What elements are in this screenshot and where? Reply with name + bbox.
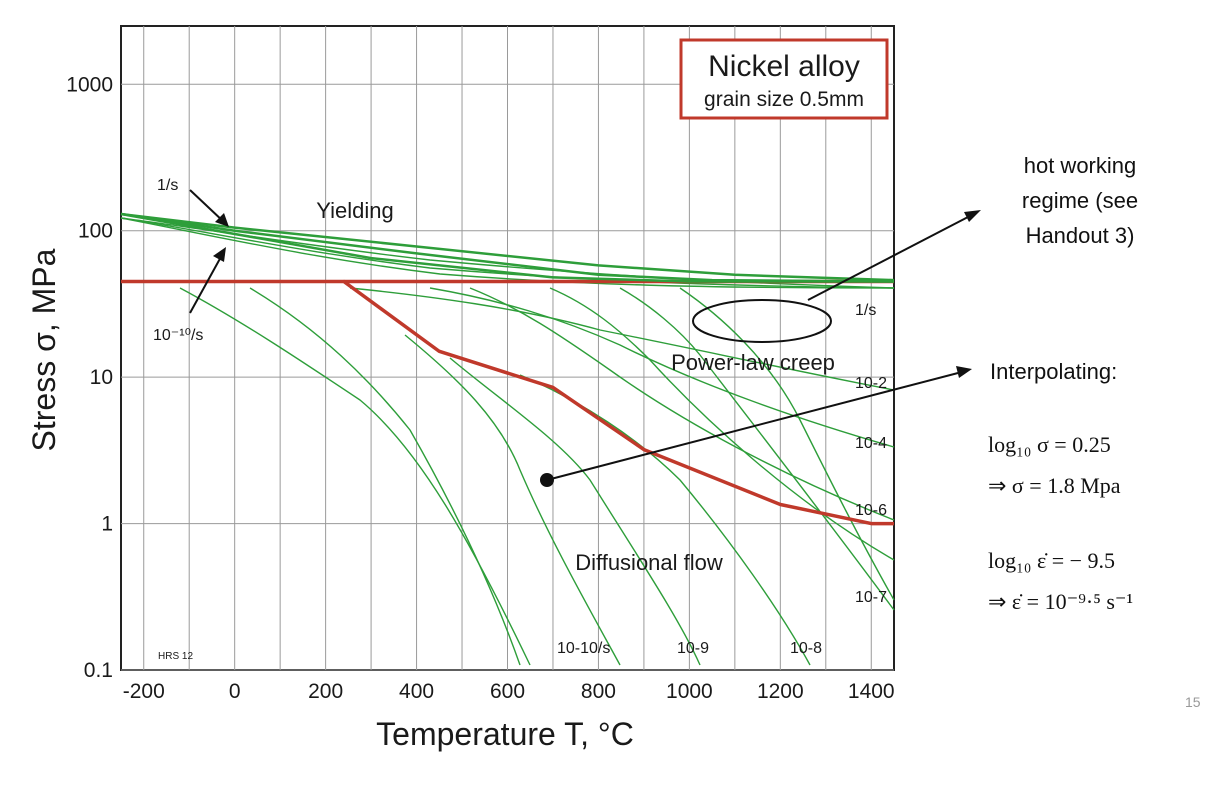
hot-working-line-3: Handout 3) [1025, 223, 1135, 248]
rate-label-8: 10-10/s [557, 640, 610, 657]
x-axis-label: Temperature T, °C [376, 716, 634, 752]
rate-curve [449, 357, 701, 666]
rate-high-arrow [189, 189, 226, 224]
rate-curve [349, 287, 895, 391]
log-eps-line: log₁₀ ε̇ = − 9.5 [988, 548, 1116, 573]
region-diffusional: Diffusional flow [575, 550, 723, 575]
rate-high-label: 1/s [157, 177, 178, 194]
x-tick-label: 400 [399, 680, 434, 703]
rate-curve [249, 287, 521, 666]
rate-label-2: 10-2 [855, 375, 887, 392]
y-tick-label: 1 [101, 513, 113, 536]
rate-curve [549, 287, 895, 561]
y-tick-label: 1000 [66, 73, 113, 96]
hot-working-arrowhead [964, 210, 981, 222]
page-number: 15 [1185, 694, 1201, 710]
x-tick-label: 0 [229, 680, 241, 703]
x-tick-label: -200 [123, 680, 165, 703]
hot-working-line-1: hot working [1023, 153, 1137, 178]
series-line [120, 212, 895, 282]
data-series [120, 212, 895, 526]
x-tick-label: 600 [490, 680, 525, 703]
x-tick-label: 200 [308, 680, 343, 703]
region-power-law: Power-law creep [671, 350, 835, 375]
rate-curve [619, 287, 895, 611]
rate-label-6: 10-8 [790, 640, 822, 657]
rate-label-3: 10-4 [855, 435, 887, 452]
series-line [120, 212, 894, 283]
y-tick-label: 10 [90, 366, 113, 389]
x-tick-label: 1200 [757, 680, 804, 703]
x-tick-labels: -200 0 200 400 600 800 1000 1200 1400 [123, 680, 895, 703]
hot-working-text: hot working regime (see Handout 3) [1002, 148, 1158, 253]
rate-label-5: 10-7 [855, 589, 887, 606]
chart-title: Nickel alloy [708, 50, 860, 83]
interpolating-title: Interpolating: [990, 359, 1118, 384]
rate-high-arrowhead [215, 213, 229, 227]
rate-low-arrow [189, 254, 223, 314]
region-yielding: Yielding [316, 198, 393, 223]
log-sigma-line: log₁₀ σ = 0.25 [988, 432, 1111, 457]
credit-label: HRS 12 [158, 651, 193, 662]
rate-curve [469, 287, 895, 521]
title-box [679, 38, 889, 120]
x-tick-label: 1000 [666, 680, 713, 703]
sigma-result-line: ⇒ σ = 1.8 Mpa [988, 473, 1121, 498]
x-tick-label: 1400 [848, 680, 895, 703]
rate-label-4: 10-6 [855, 502, 887, 519]
hot-working-line-2: regime (see [1021, 188, 1139, 213]
hot-working-arrow [807, 216, 969, 301]
rate-curve [120, 217, 895, 289]
hot-working-ellipse [692, 299, 832, 343]
y-tick-label: 100 [78, 220, 113, 243]
rate-curve [429, 287, 895, 448]
eps-result-line: ⇒ ε̇ = 10⁻⁹·⁵ s⁻¹ [988, 589, 1134, 614]
interp-arrowhead [956, 366, 972, 378]
rate-curve [404, 334, 621, 666]
rate-low-label: 10⁻¹⁰/s [153, 327, 203, 344]
grid [121, 26, 894, 671]
rate-low-arrowhead [213, 247, 226, 262]
y-tick-label: 0.1 [84, 659, 113, 682]
series-line [121, 279, 894, 526]
rate-curve [120, 217, 895, 289]
rate-label-1: 1/s [855, 302, 876, 319]
x-tick-label: 800 [581, 680, 616, 703]
rate-curve [679, 287, 895, 601]
y-axis-label: Stress σ, MPa [26, 248, 62, 451]
interp-arrow [546, 372, 959, 481]
chart-subtitle: grain size 0.5mm [704, 88, 864, 111]
y-tick-labels: 0.1 1 10 100 1000 [66, 73, 113, 682]
rate-label-7: 10-9 [677, 640, 709, 657]
